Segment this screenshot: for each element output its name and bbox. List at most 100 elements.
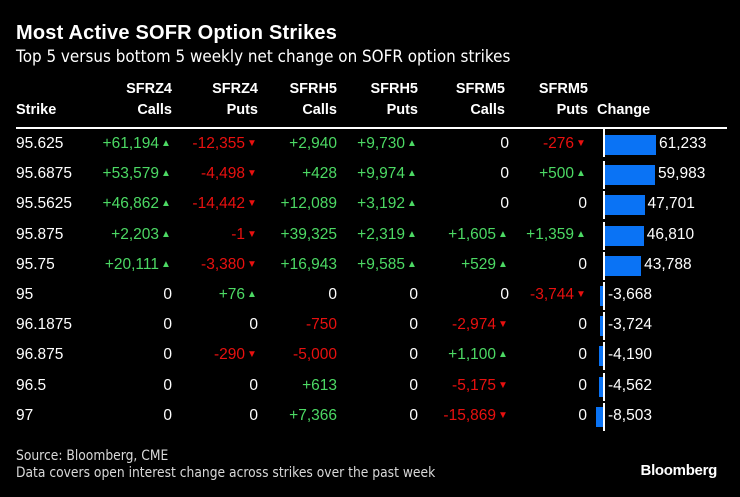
up-triangle-icon: ▲	[407, 138, 417, 149]
column-header-sfrh5-puts: SFRH5 Puts	[370, 79, 418, 121]
value-cell-sfrh5-calls: -5,000	[293, 346, 337, 364]
header-line-2: Calls	[302, 102, 337, 118]
down-triangle-icon: ▼	[247, 168, 257, 180]
value-cell-sfrm5-puts: 0	[578, 376, 587, 394]
table-row: 95 0 +76 ▲ 0 0 0 -3,744 ▼ -3,668	[0, 280, 740, 310]
change-bar	[604, 225, 644, 246]
header-line-2: Change	[597, 102, 651, 118]
footnote-text: Data covers open interest change across …	[16, 465, 436, 481]
value-cell-sfrm5-calls: +529	[461, 255, 496, 273]
column-header-sfrz4-calls: SFRZ4 Calls	[126, 79, 172, 121]
strike-cell: 95.625	[16, 135, 64, 152]
header-rule	[16, 127, 727, 129]
value-cell-sfrz4-calls: 0	[163, 286, 172, 303]
up-triangle-icon: ▲	[576, 228, 586, 240]
table-row: 97 0 0 +7,366 0 -15,869 ▼ 0 -8,503	[0, 401, 740, 431]
change-value-label: -4,562	[608, 376, 652, 394]
bar-axis	[603, 251, 605, 280]
value-cell-sfrh5-puts: +3,192	[357, 195, 405, 213]
down-triangle-icon: ▼	[498, 319, 508, 331]
up-triangle-icon: ▲	[498, 349, 508, 361]
bar-axis	[603, 221, 605, 250]
column-header-sfrm5-calls: SFRM5 Calls	[456, 79, 505, 121]
up-triangle-icon: ▲	[407, 258, 417, 270]
table-row: 96.875 0 -290 ▼ -5,000 0 +1,100 ▲ 0 -4,190	[0, 340, 740, 371]
table-row: 95.625 +61,194 ▲ -12,355 ▼ +2,940 +9,730 ▲ 0 -276…	[0, 129, 740, 159]
column-header-sfrm5-puts: SFRM5 Puts	[539, 79, 588, 121]
strike-cell: 96.875	[16, 346, 64, 364]
value-cell-sfrh5-calls: +428	[302, 165, 337, 183]
up-triangle-icon: ▲	[498, 228, 508, 240]
value-cell-sfrz4-puts: -1	[231, 225, 245, 243]
value-cell-sfrh5-calls: +2,940	[289, 135, 337, 152]
value-cell-sfrz4-calls: +53,579	[102, 165, 159, 183]
column-header-change: Change	[597, 100, 650, 121]
up-triangle-icon: ▲	[407, 228, 417, 240]
strike-cell: 96.1875	[16, 316, 73, 334]
bloomberg-logo: Bloomberg	[640, 462, 718, 479]
down-triangle-icon: ▼	[247, 258, 257, 270]
down-triangle-icon: ▼	[247, 138, 257, 149]
up-triangle-icon: ▲	[407, 168, 417, 180]
change-bar	[604, 165, 655, 186]
strike-cell: 95	[16, 286, 34, 303]
table-row: 96.1875 0 0 -750 0 -2,974 ▼ 0 -3,724	[0, 310, 740, 341]
value-cell-sfrh5-calls: +12,089	[280, 195, 337, 213]
value-cell-sfrm5-calls: 0	[500, 165, 509, 183]
bar-axis	[603, 312, 605, 341]
up-triangle-icon: ▲	[161, 258, 171, 270]
value-cell-sfrh5-puts: +2,319	[357, 225, 405, 243]
change-bar	[599, 286, 603, 306]
header-line-1: SFRZ4	[212, 81, 258, 97]
value-cell-sfrz4-puts: 0	[249, 316, 258, 334]
up-triangle-icon: ▲	[161, 228, 171, 240]
down-triangle-icon: ▼	[247, 198, 257, 210]
up-triangle-icon: ▲	[498, 258, 508, 270]
value-cell-sfrm5-puts: 0	[578, 255, 587, 273]
change-bar	[604, 195, 645, 216]
bar-axis	[603, 342, 605, 371]
value-cell-sfrz4-calls: 0	[163, 346, 172, 364]
bar-axis	[603, 282, 605, 310]
source-text: Source: Bloomberg, CME	[16, 448, 169, 464]
value-cell-sfrm5-puts: -276	[542, 135, 574, 152]
header-line-2: Calls	[137, 102, 172, 118]
change-value-label: -4,190	[608, 346, 652, 364]
value-cell-sfrh5-puts: 0	[409, 376, 418, 394]
change-value-label: 61,233	[659, 135, 707, 152]
change-value-label: -3,668	[608, 286, 652, 303]
up-triangle-icon: ▲	[407, 198, 417, 210]
bar-axis	[603, 191, 605, 220]
up-triangle-icon: ▲	[161, 198, 171, 210]
value-cell-sfrm5-calls: 0	[500, 135, 509, 152]
value-cell-sfrh5-calls: -750	[305, 316, 337, 334]
change-value-label: 59,983	[657, 165, 706, 183]
value-cell-sfrh5-puts: 0	[409, 316, 418, 334]
up-triangle-icon: ▲	[161, 138, 171, 149]
table-row: 95.875 +2,203 ▲ -1 ▼ +39,325 +2,319 ▲ +1,605 ▲ +1,…	[0, 220, 740, 250]
value-cell-sfrm5-calls: +1,100	[448, 346, 496, 364]
down-triangle-icon: ▼	[247, 228, 257, 240]
down-triangle-icon: ▼	[576, 289, 586, 300]
bar-axis	[603, 372, 605, 401]
value-cell-sfrh5-puts: 0	[409, 346, 418, 364]
table-row: 95.5625 +46,862 ▲ -14,442 ▼ +12,089 +3,192 ▲ 0 0 4…	[0, 189, 740, 220]
value-cell-sfrm5-calls: 0	[500, 195, 509, 213]
change-bar	[604, 255, 642, 276]
header-line-2: Puts	[556, 102, 588, 118]
value-cell-sfrz4-puts: -12,355	[192, 135, 245, 152]
value-cell-sfrh5-puts: 0	[409, 286, 418, 303]
value-cell-sfrz4-calls: +2,203	[111, 225, 159, 243]
down-triangle-icon: ▼	[247, 349, 257, 361]
value-cell-sfrz4-puts: +76	[218, 286, 245, 303]
value-cell-sfrz4-calls: +46,862	[102, 195, 159, 213]
header-line-1: SFRM5	[538, 81, 588, 97]
value-cell-sfrz4-puts: -4,498	[201, 165, 245, 183]
change-value-label: 46,810	[646, 225, 695, 243]
value-cell-sfrm5-calls: 0	[500, 286, 509, 303]
value-cell-sfrh5-calls: +613	[302, 376, 337, 394]
strike-cell: 95.875	[16, 225, 64, 243]
value-cell-sfrm5-calls: -15,869	[443, 406, 496, 424]
value-cell-sfrm5-puts: +500	[539, 165, 574, 183]
header-line-1: SFRH5	[289, 81, 337, 97]
